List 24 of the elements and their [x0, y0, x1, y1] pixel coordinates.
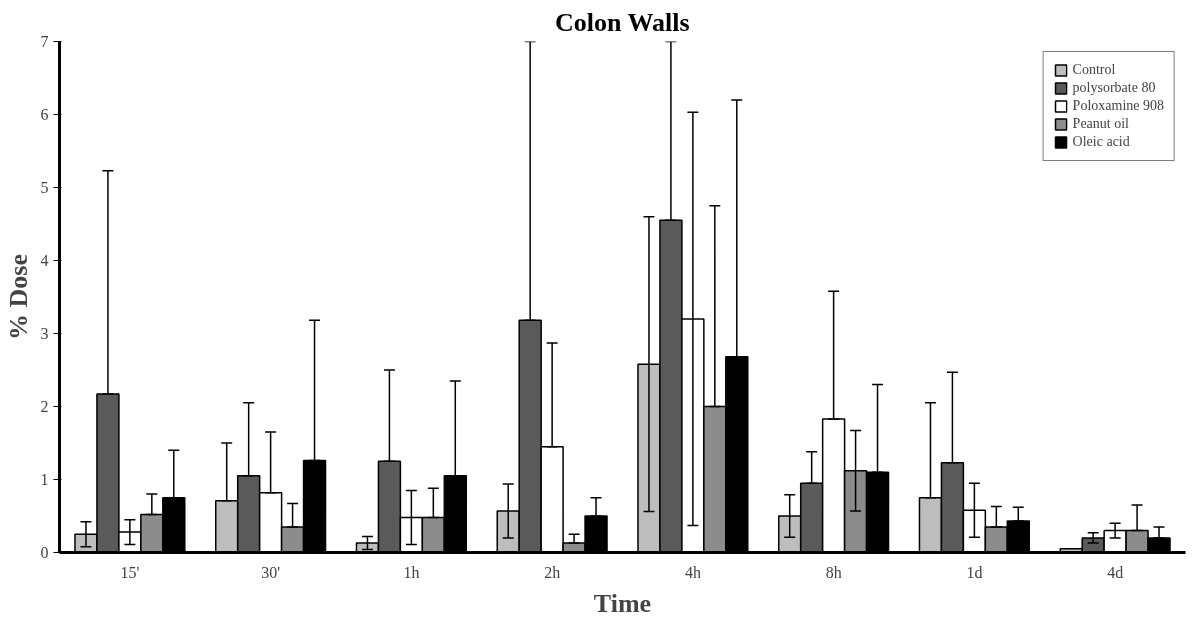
- chart-title: Colon Walls: [554, 7, 690, 37]
- x-axis-title: Time: [593, 588, 652, 618]
- x-tick-label: 2h: [544, 563, 561, 581]
- y-tick-label: 1: [40, 471, 49, 488]
- y-tick-label: 0: [40, 544, 49, 561]
- y-tick-label: 7: [40, 33, 49, 50]
- legend-label: polysorbate 80: [1072, 80, 1156, 96]
- x-tick-label: 1h: [403, 563, 420, 581]
- y-tick-label: 2: [40, 398, 49, 415]
- x-tick-label: 30': [261, 563, 281, 581]
- y-tick-label: 4: [40, 252, 49, 269]
- y-tick-label: 3: [40, 325, 49, 342]
- y-tick-label: 5: [40, 179, 49, 196]
- x-tick-label: 4d: [1107, 563, 1124, 581]
- legend-label: Peanut oil: [1072, 116, 1129, 132]
- legend-label: Poloxamine 908: [1072, 98, 1164, 114]
- y-tick-label: 6: [40, 106, 49, 123]
- y-axis-title: % Dose: [3, 254, 33, 340]
- legend-label: Control: [1072, 62, 1116, 78]
- x-tick-label: 8h: [825, 563, 842, 581]
- x-tick-label: 15': [120, 563, 140, 581]
- x-tick-label: 1d: [966, 563, 983, 581]
- x-tick-label: 4h: [684, 563, 701, 581]
- legend-label: Oleic acid: [1072, 134, 1130, 150]
